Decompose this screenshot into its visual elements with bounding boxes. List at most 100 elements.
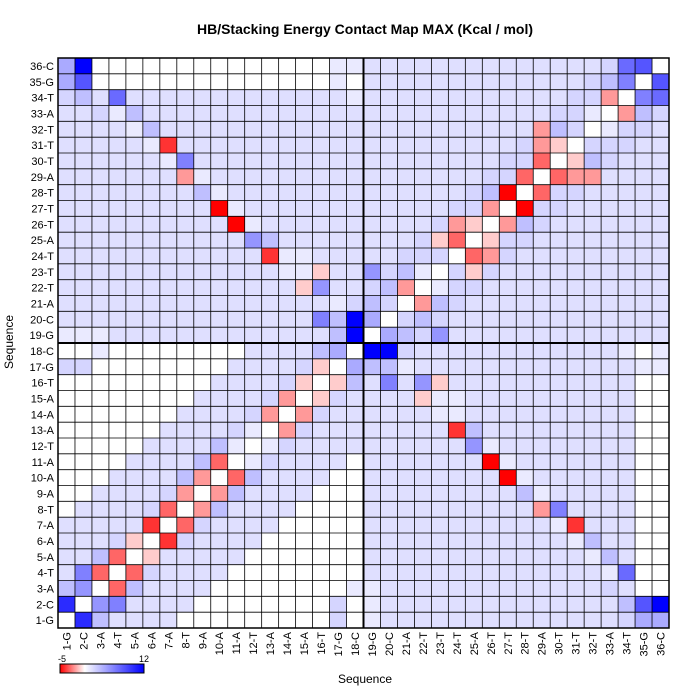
heatmap-cell: [431, 248, 449, 265]
heatmap-cell: [244, 358, 262, 375]
heatmap-cell: [58, 469, 76, 486]
heatmap-cell: [346, 121, 364, 138]
heatmap-cell: [193, 580, 212, 597]
heatmap-cell: [74, 311, 93, 328]
heatmap-cell: [499, 137, 517, 154]
heatmap-cell: [91, 216, 110, 233]
heatmap-cell: [465, 596, 483, 613]
heatmap-cell: [278, 406, 296, 423]
x-tick-label: 9-A: [197, 631, 209, 649]
heatmap-cell: [227, 248, 245, 265]
heatmap-cell: [635, 200, 653, 217]
heatmap-cell: [125, 248, 144, 265]
heatmap-cell: [516, 501, 534, 518]
heatmap-cell: [91, 580, 110, 597]
heatmap-cell: [482, 232, 500, 249]
heatmap-cell: [91, 374, 110, 391]
heatmap-cell: [346, 137, 364, 154]
heatmap-cell: [58, 105, 76, 122]
heatmap-cell: [295, 548, 313, 565]
heatmap-cell: [414, 184, 432, 201]
heatmap-cell: [380, 548, 398, 565]
heatmap-cell: [601, 216, 619, 233]
heatmap-cell: [58, 501, 76, 518]
heatmap-cell: [312, 517, 330, 534]
heatmap-cell: [142, 121, 161, 138]
heatmap-cell: [142, 390, 161, 407]
heatmap-cell: [91, 596, 110, 613]
heatmap-cell: [278, 295, 296, 312]
heatmap-cell: [210, 89, 229, 106]
heatmap-cell: [74, 438, 93, 455]
heatmap-cell: [550, 295, 568, 312]
heatmap-cell: [74, 343, 93, 360]
heatmap-cell: [482, 311, 500, 328]
heatmap-cell: [635, 374, 653, 391]
heatmap-cell: [567, 343, 585, 360]
heatmap-cell: [567, 232, 585, 249]
heatmap-cell: [584, 390, 602, 407]
heatmap-cell: [244, 548, 262, 565]
heatmap-cell: [431, 438, 449, 455]
heatmap-cell: [346, 216, 364, 233]
heatmap-cell: [142, 295, 161, 312]
heatmap-cell: [210, 168, 229, 185]
heatmap-cell: [601, 73, 619, 90]
y-tick-label: 13-A: [31, 425, 55, 437]
heatmap-cell: [346, 485, 364, 502]
heatmap-cell: [618, 58, 636, 75]
heatmap-cell: [176, 58, 195, 75]
heatmap-cell: [397, 438, 415, 455]
heatmap-cell: [618, 73, 636, 90]
heatmap-cell: [363, 184, 381, 201]
heatmap-cell: [159, 153, 178, 170]
heatmap-cell: [601, 58, 619, 75]
heatmap-cell: [261, 153, 279, 170]
heatmap-cell: [380, 279, 398, 296]
heatmap-cell: [584, 184, 602, 201]
heatmap-cell: [652, 612, 670, 629]
heatmap-cell: [448, 200, 466, 217]
heatmap-cell: [295, 263, 313, 280]
heatmap-cell: [448, 73, 466, 90]
heatmap-cell: [414, 279, 432, 296]
heatmap-cell: [414, 390, 432, 407]
heatmap-cell: [499, 153, 517, 170]
heatmap-cell: [533, 564, 551, 581]
heatmap-cell: [652, 73, 670, 90]
heatmap-cell: [414, 89, 432, 106]
heatmap-cell: [176, 216, 195, 233]
heatmap-cell: [244, 263, 262, 280]
heatmap-cell: [601, 517, 619, 534]
heatmap-cell: [635, 58, 653, 75]
heatmap-cell: [499, 343, 517, 360]
heatmap-cell: [652, 501, 670, 518]
heatmap-cell: [363, 263, 381, 280]
heatmap-cell: [159, 548, 178, 565]
heatmap-cell: [652, 184, 670, 201]
heatmap-cell: [210, 422, 229, 439]
heatmap-cell: [329, 89, 347, 106]
heatmap-cell: [414, 422, 432, 439]
heatmap-cell: [618, 548, 636, 565]
heatmap-cell: [193, 485, 212, 502]
heatmap-cell: [397, 89, 415, 106]
heatmap-cell: [567, 105, 585, 122]
heatmap-cell: [261, 517, 279, 534]
heatmap-cell: [567, 73, 585, 90]
heatmap-cell: [363, 73, 381, 90]
heatmap-cell: [499, 58, 517, 75]
x-tick-label: 6-A: [146, 631, 158, 649]
heatmap-cell: [431, 390, 449, 407]
heatmap-cell: [193, 73, 212, 90]
heatmap-cell: [278, 390, 296, 407]
heatmap-cell: [397, 485, 415, 502]
heatmap-cell: [499, 73, 517, 90]
heatmap-cell: [652, 137, 670, 154]
heatmap-cell: [652, 58, 670, 75]
heatmap-cell: [159, 390, 178, 407]
heatmap-cell: [567, 422, 585, 439]
heatmap-cell: [550, 580, 568, 597]
heatmap-cell: [499, 121, 517, 138]
heatmap-cell: [431, 422, 449, 439]
